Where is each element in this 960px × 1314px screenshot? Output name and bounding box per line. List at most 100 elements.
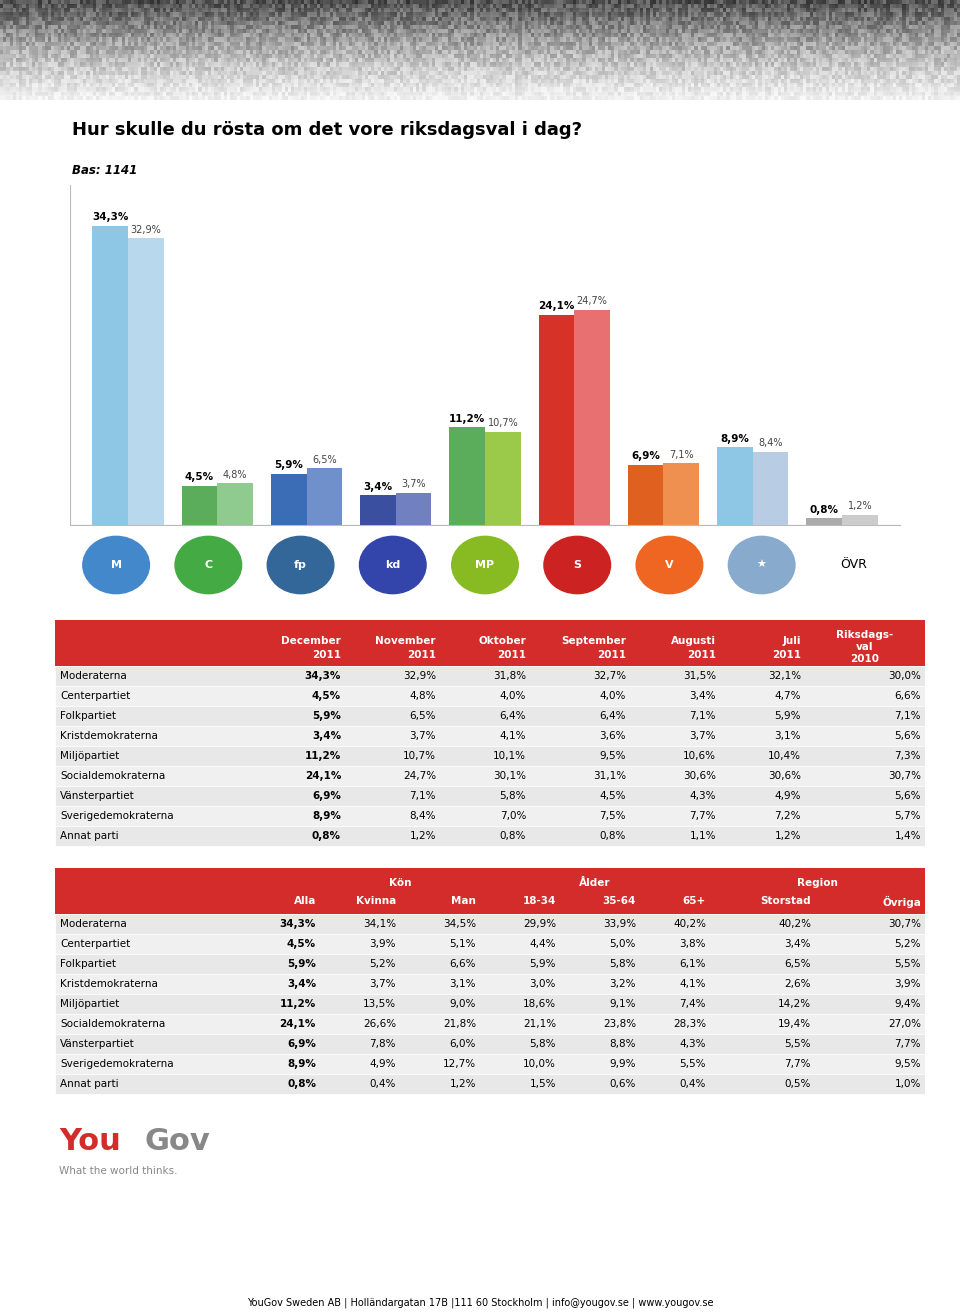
Text: MP: MP [475, 560, 494, 570]
Bar [55, 620, 925, 666]
Text: 3,6%: 3,6% [599, 731, 626, 741]
Text: 34,1%: 34,1% [363, 918, 396, 929]
Text: Folkpartiet: Folkpartiet [60, 711, 116, 721]
Text: 65+: 65+ [683, 896, 706, 905]
Text: Vänsterpartiet: Vänsterpartiet [60, 791, 134, 802]
Bar [55, 1034, 925, 1054]
Text: 1,2%: 1,2% [848, 501, 872, 511]
Text: 18,6%: 18,6% [523, 999, 556, 1009]
Text: 5,2%: 5,2% [895, 940, 921, 949]
Text: 4,0%: 4,0% [499, 691, 526, 700]
Bar [55, 686, 925, 706]
Text: 4,5%: 4,5% [287, 940, 316, 949]
Text: 9,0%: 9,0% [449, 999, 476, 1009]
Text: 5,9%: 5,9% [530, 959, 556, 968]
Text: 10,0%: 10,0% [523, 1059, 556, 1070]
Text: 2011: 2011 [312, 650, 341, 660]
Text: 9,9%: 9,9% [610, 1059, 636, 1070]
Bar [55, 1074, 925, 1095]
Text: 1,1%: 1,1% [689, 830, 716, 841]
Text: 19,4%: 19,4% [778, 1018, 811, 1029]
Ellipse shape [174, 535, 244, 595]
Bar [55, 915, 925, 934]
Text: 7,5%: 7,5% [599, 811, 626, 821]
Text: 4,3%: 4,3% [689, 791, 716, 802]
Text: 4,1%: 4,1% [499, 731, 526, 741]
Text: 1,0%: 1,0% [895, 1079, 921, 1089]
Text: 11,2%: 11,2% [304, 752, 341, 761]
Text: 5,8%: 5,8% [530, 1039, 556, 1049]
Bar [628, 465, 663, 526]
Text: 34,3%: 34,3% [92, 213, 129, 222]
Text: 11,2%: 11,2% [449, 414, 485, 424]
Bar [306, 468, 342, 526]
Text: 6,6%: 6,6% [895, 691, 921, 700]
Text: 3,4%: 3,4% [312, 731, 341, 741]
Bar [449, 427, 485, 526]
Bar [55, 954, 925, 974]
Text: 5,6%: 5,6% [895, 791, 921, 802]
Text: Storstad: Storstad [760, 896, 811, 905]
Text: Miljöpartiet: Miljöpartiet [60, 999, 119, 1009]
Bar [806, 518, 842, 526]
Text: 6,1%: 6,1% [680, 959, 706, 968]
Text: 6,6%: 6,6% [449, 959, 476, 968]
Text: 18-34: 18-34 [522, 896, 556, 905]
Text: 35-64: 35-64 [603, 896, 636, 905]
Text: 9,4%: 9,4% [895, 999, 921, 1009]
Text: Annat parti: Annat parti [60, 1079, 119, 1089]
Text: 4,7%: 4,7% [775, 691, 801, 700]
Bar [55, 827, 925, 846]
Text: 3,4%: 3,4% [784, 940, 811, 949]
Bar [55, 1054, 925, 1074]
Text: 5,2%: 5,2% [370, 959, 396, 968]
Text: 2011: 2011 [497, 650, 526, 660]
Text: 5,9%: 5,9% [275, 460, 303, 470]
Text: 28,3%: 28,3% [673, 1018, 706, 1029]
Bar [55, 974, 925, 993]
Text: What the world thinks.: What the world thinks. [59, 1166, 178, 1176]
Text: 4,5%: 4,5% [185, 472, 214, 482]
Text: Kristdemokraterna: Kristdemokraterna [60, 731, 157, 741]
Text: Övriga: Övriga [882, 896, 921, 908]
Text: Gov: Gov [145, 1127, 211, 1156]
Text: 34,3%: 34,3% [304, 671, 341, 681]
Text: 32,7%: 32,7% [593, 671, 626, 681]
Bar [55, 706, 925, 727]
Text: 1,4%: 1,4% [895, 830, 921, 841]
Text: 5,9%: 5,9% [775, 711, 801, 721]
Text: 6,5%: 6,5% [312, 455, 337, 465]
Text: 9,1%: 9,1% [610, 999, 636, 1009]
Text: 4,9%: 4,9% [775, 791, 801, 802]
Bar [574, 310, 610, 526]
Text: November: November [375, 636, 436, 646]
Text: September: September [562, 636, 626, 646]
Text: 3,8%: 3,8% [680, 940, 706, 949]
Text: 32,9%: 32,9% [131, 225, 161, 235]
Text: 10,7%: 10,7% [403, 752, 436, 761]
Bar [55, 805, 925, 827]
Text: 3,7%: 3,7% [689, 731, 716, 741]
Text: 34,3%: 34,3% [279, 918, 316, 929]
Text: 0,5%: 0,5% [784, 1079, 811, 1089]
Text: S: S [573, 560, 581, 570]
Text: 5,6%: 5,6% [895, 731, 921, 741]
Text: 0,6%: 0,6% [610, 1079, 636, 1089]
Text: Ålder: Ålder [579, 878, 611, 888]
Text: 40,2%: 40,2% [778, 918, 811, 929]
Text: 2,6%: 2,6% [784, 979, 811, 989]
Text: 7,7%: 7,7% [784, 1059, 811, 1070]
Text: 30,7%: 30,7% [888, 771, 921, 781]
Text: 31,8%: 31,8% [492, 671, 526, 681]
Bar [55, 666, 925, 686]
Text: 5,0%: 5,0% [610, 940, 636, 949]
Text: V: V [665, 560, 674, 570]
Text: 7,1%: 7,1% [669, 449, 694, 460]
Text: 10,7%: 10,7% [488, 418, 518, 428]
Text: 3,9%: 3,9% [370, 940, 396, 949]
Text: Bas: 1141: Bas: 1141 [72, 164, 137, 177]
Text: 2011: 2011 [772, 650, 801, 660]
Text: Annat parti: Annat parti [60, 830, 119, 841]
Text: Kristdemokraterna: Kristdemokraterna [60, 979, 157, 989]
Text: Moderaterna: Moderaterna [60, 918, 127, 929]
